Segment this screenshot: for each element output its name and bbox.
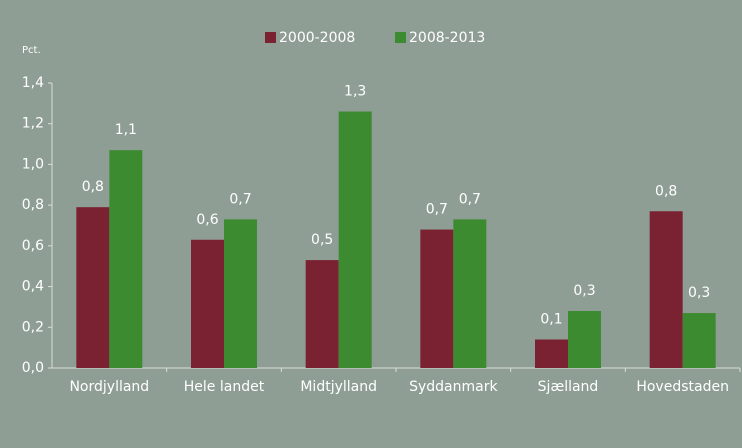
bar xyxy=(453,219,487,368)
y-tick-label: 1,4 xyxy=(22,75,44,91)
bar xyxy=(649,211,683,368)
value-label: 0,7 xyxy=(459,191,481,207)
value-label: 0,7 xyxy=(229,191,251,207)
y-tick-label: 0,2 xyxy=(22,319,44,335)
value-label: 0,8 xyxy=(82,179,104,195)
bar xyxy=(338,111,372,368)
bar xyxy=(109,150,143,368)
x-tick-label: Hele landet xyxy=(184,379,265,395)
value-label: 1,1 xyxy=(115,122,137,138)
x-tick-label: Nordjylland xyxy=(69,379,149,395)
y-unit: Pct. xyxy=(22,45,41,56)
y-tick-label: 0,0 xyxy=(22,360,44,376)
y-tick-label: 0,6 xyxy=(22,238,44,254)
bar xyxy=(682,313,716,368)
bar xyxy=(535,339,568,368)
bar xyxy=(191,239,224,368)
value-label: 0,8 xyxy=(655,183,677,199)
value-label: 0,1 xyxy=(540,312,562,328)
y-tick-label: 0,8 xyxy=(22,197,44,213)
x-tick-label: Sjælland xyxy=(538,379,599,395)
legend-label: 2008-2013 xyxy=(409,30,485,46)
value-label: 0,3 xyxy=(688,285,710,301)
x-tick-label: Syddanmark xyxy=(409,379,498,395)
value-label: 0,6 xyxy=(196,212,218,228)
legend-swatch xyxy=(395,32,406,43)
value-label: 0,3 xyxy=(573,283,595,299)
bar xyxy=(224,219,257,368)
bar xyxy=(76,207,110,368)
x-tick-label: Hovedstaden xyxy=(636,379,729,395)
y-tick-label: 0,4 xyxy=(22,279,44,295)
value-label: 0,5 xyxy=(311,232,333,248)
x-tick-label: Midtjylland xyxy=(300,379,377,395)
value-label: 0,7 xyxy=(426,202,448,218)
y-tick-label: 1,2 xyxy=(22,116,44,132)
legend-swatch xyxy=(265,32,276,43)
value-label: 1,3 xyxy=(344,84,366,100)
bar xyxy=(568,311,601,368)
bar xyxy=(305,260,339,368)
bar xyxy=(420,229,454,368)
y-tick-label: 1,0 xyxy=(22,156,44,172)
legend-label: 2000-2008 xyxy=(279,30,355,46)
